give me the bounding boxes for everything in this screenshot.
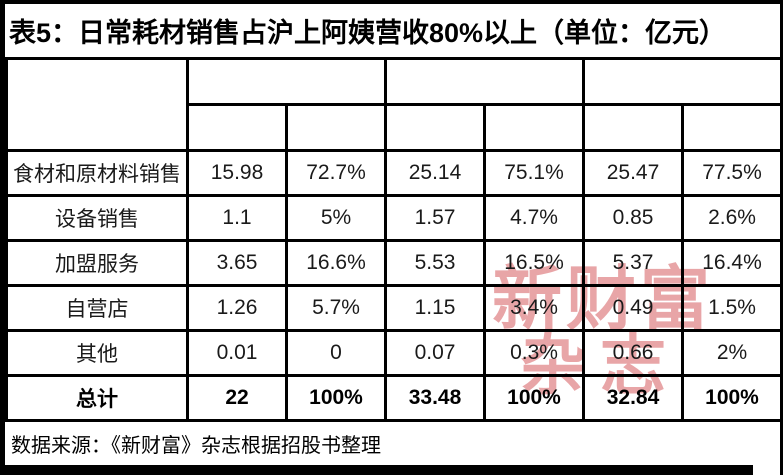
cell-value: 5.53 [384, 239, 486, 287]
cell-value: 0.49 [582, 284, 684, 332]
header-income-2024: 收入 [582, 103, 684, 152]
cell-value: 5.7% [285, 284, 387, 332]
cell-value: 100% [681, 374, 780, 422]
header-row-subs: 收入 占比 收入 占比 收入 占比 [7, 103, 780, 152]
cell-value: 100% [483, 374, 585, 422]
cell-value: 15.98 [186, 149, 288, 197]
header-share-2022: 占比 [285, 103, 387, 152]
table-row-total: 总计 22 100% 33.48 100% 32.84 100% [5, 374, 780, 422]
page-title: 表5：日常耗材销售占沪上阿姨营收80%以上（单位：亿元） [9, 18, 727, 48]
header-year-2022: 2022年 [186, 57, 387, 106]
table-row: 自营店 1.26 5.7% 1.15 3.4% 0.49 1.5% [5, 284, 780, 332]
cell-value: 32.84 [582, 374, 684, 422]
header-income-2023: 收入 [384, 103, 486, 152]
cell-value: 0 [285, 329, 387, 377]
header-share-2024: 占比 [681, 103, 780, 152]
cell-value: 72.7% [285, 149, 387, 197]
cell-value: 2.6% [681, 194, 780, 242]
cell-value: 100% [285, 374, 387, 422]
header-year-2023: 2023年 [384, 57, 585, 106]
row-item-label: 食材和原材料销售 [5, 149, 189, 197]
cell-value: 16.4% [681, 239, 780, 287]
cell-value: 1.26 [186, 284, 288, 332]
cell-value: 3.4% [483, 284, 585, 332]
cell-value: 3.65 [186, 239, 288, 287]
cell-value: 75.1% [483, 149, 585, 197]
table-row: 食材和原材料销售 15.98 72.7% 25.14 75.1% 25.47 7… [5, 149, 780, 197]
revenue-table: 项目 2022年 2023年 2024年 收入 占比 收入 占比 收入 占比 食… [5, 57, 780, 422]
cell-value: 33.48 [384, 374, 486, 422]
cell-value: 77.5% [681, 149, 780, 197]
cell-value: 1.5% [681, 284, 780, 332]
header-item: 项目 [5, 57, 189, 152]
cell-value: 16.6% [285, 239, 387, 287]
header-income-2022: 收入 [186, 103, 288, 152]
table-row: 设备销售 1.1 5% 1.57 4.7% 0.85 2.6% [5, 194, 780, 242]
cell-value: 1.15 [384, 284, 486, 332]
cell-value: 1.1 [186, 194, 288, 242]
cell-value: 5.37 [582, 239, 684, 287]
bottom-border-band [5, 465, 753, 475]
row-item-label: 自营店 [5, 284, 189, 332]
row-item-label: 总计 [5, 374, 189, 422]
cell-value: 0.3% [483, 329, 585, 377]
cell-value: 0.01 [186, 329, 288, 377]
cell-value: 4.7% [483, 194, 585, 242]
cell-value: 25.14 [384, 149, 486, 197]
source-note: 数据来源：《新财富》杂志根据招股书整理 [11, 434, 381, 457]
cell-value: 1.57 [384, 194, 486, 242]
row-item-label: 加盟服务 [5, 239, 189, 287]
table-row: 加盟服务 3.65 16.6% 5.53 16.5% 5.37 16.4% [5, 239, 780, 287]
table-row: 其他 0.01 0 0.07 0.3% 0.66 2% [5, 329, 780, 377]
cell-value: 16.5% [483, 239, 585, 287]
cell-value: 0.66 [582, 329, 684, 377]
header-year-2024: 2024年 [582, 57, 780, 106]
cell-value: 2% [681, 329, 780, 377]
header-row-years: 项目 2022年 2023年 2024年 [5, 57, 780, 152]
cell-value: 22 [186, 374, 288, 422]
header-share-2023: 占比 [483, 103, 585, 152]
cell-value: 0.07 [384, 329, 486, 377]
row-item-label: 其他 [5, 329, 189, 377]
row-item-label: 设备销售 [5, 194, 189, 242]
cell-value: 25.47 [582, 149, 684, 197]
cell-value: 0.85 [582, 194, 684, 242]
cell-value: 5% [285, 194, 387, 242]
